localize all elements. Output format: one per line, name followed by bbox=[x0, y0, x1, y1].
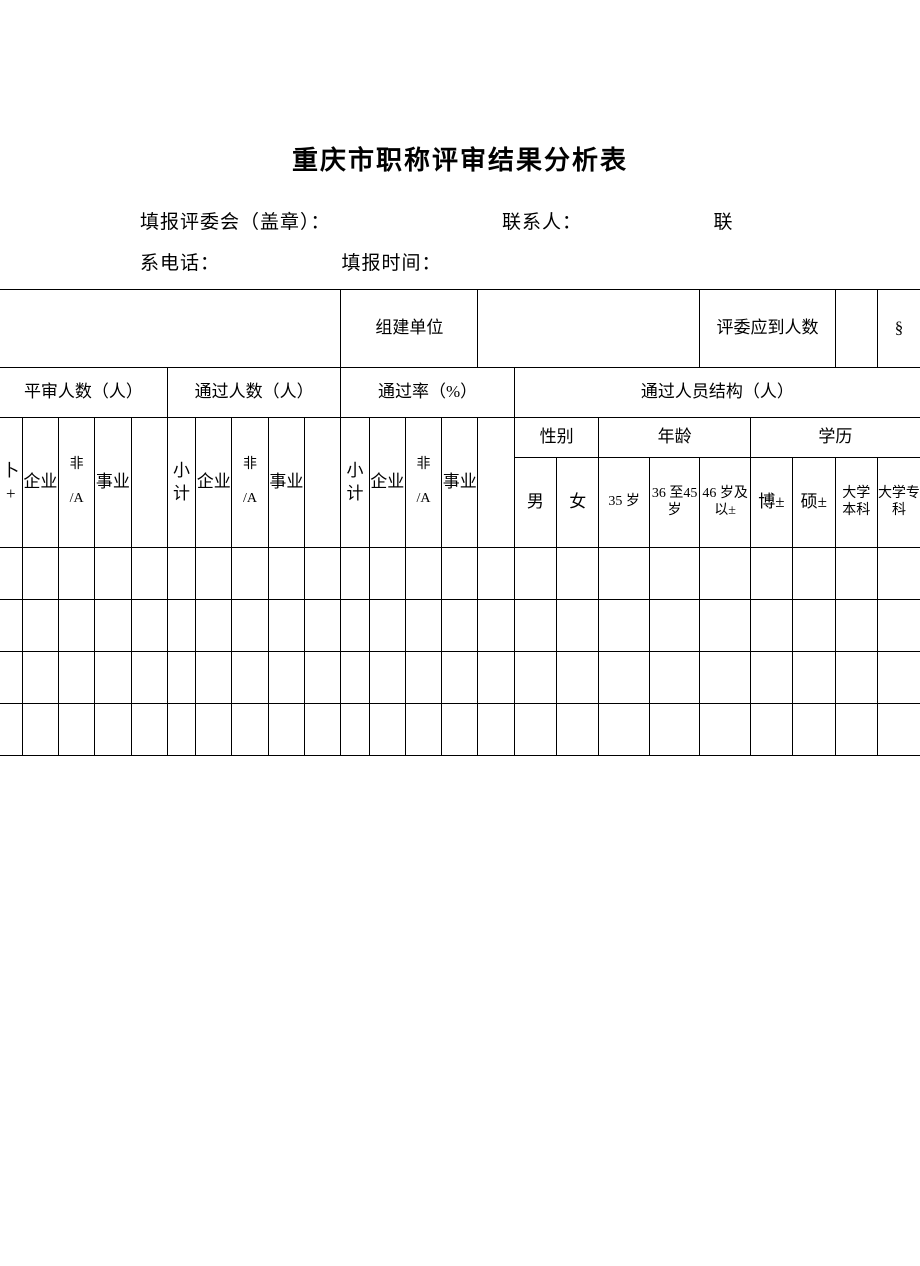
col-sub-2: 小计 bbox=[341, 418, 369, 548]
col-female: 女 bbox=[557, 458, 599, 548]
table-row bbox=[0, 704, 920, 756]
col-ent-3: 企业 bbox=[369, 418, 405, 548]
contact-trail: 联 bbox=[714, 212, 734, 233]
org-unit-label: 组建单位 bbox=[341, 290, 478, 368]
committee-due-label: 评委应到人数 bbox=[700, 290, 835, 368]
contact-label: 联系人： bbox=[502, 212, 582, 233]
phone-label: 系电话： bbox=[140, 253, 220, 274]
meta-line-2: 系电话： 填报时间： bbox=[0, 248, 920, 275]
col-age46: 46 岁及以± bbox=[700, 458, 750, 548]
col-bu: 卜+ bbox=[0, 418, 22, 548]
section-mark: § bbox=[877, 290, 920, 368]
blank-1 bbox=[0, 290, 341, 368]
header-row-1: 组建单位 评委应到人数 § bbox=[0, 290, 920, 368]
table-row bbox=[0, 600, 920, 652]
col-male: 男 bbox=[514, 458, 556, 548]
pass-structure-label: 通过人员结构（人） bbox=[514, 368, 920, 418]
col-blank-3 bbox=[478, 418, 514, 548]
col-ent-1: 企业 bbox=[22, 418, 58, 548]
col-fei-2: 非/A bbox=[232, 418, 268, 548]
education-label: 学历 bbox=[750, 418, 920, 458]
page-title: 重庆市职称评审结果分析表 bbox=[0, 140, 920, 177]
meta-line-1: 填报评委会（盖章）： 联系人： 联 bbox=[0, 207, 920, 234]
header-row-2: 平审人数（人） 通过人数（人） 通过率（%） 通过人员结构（人） bbox=[0, 368, 920, 418]
review-count-label: 平审人数（人） bbox=[0, 368, 167, 418]
col-fei-3: 非/A bbox=[405, 418, 441, 548]
analysis-table: 组建单位 评委应到人数 § 平审人数（人） 通过人数（人） 通过率（%） 通过人… bbox=[0, 289, 920, 756]
col-inst-1: 事业 bbox=[95, 418, 131, 548]
col-phd: 博± bbox=[750, 458, 792, 548]
col-blank-1 bbox=[131, 418, 167, 548]
col-bachelor: 大学本科 bbox=[835, 458, 877, 548]
col-associate: 大学专科 bbox=[877, 458, 920, 548]
col-inst-2: 事业 bbox=[268, 418, 304, 548]
col-fei-1: 非/A bbox=[58, 418, 94, 548]
col-ent-2: 企业 bbox=[196, 418, 232, 548]
header-row-3: 卜+ 企业 非/A 事业 小计 企业 非/A 事业 小计 企业 非/A 事业 性… bbox=[0, 418, 920, 458]
col-inst-3: 事业 bbox=[442, 418, 478, 548]
col-sub-1: 小计 bbox=[167, 418, 195, 548]
col-blank-2 bbox=[305, 418, 341, 548]
age-label: 年龄 bbox=[599, 418, 750, 458]
table-row bbox=[0, 548, 920, 600]
pass-rate-label: 通过率（%） bbox=[341, 368, 514, 418]
blank-3 bbox=[835, 290, 877, 368]
blank-2 bbox=[478, 290, 700, 368]
gender-label: 性别 bbox=[514, 418, 599, 458]
col-age3645: 36 至45 岁 bbox=[649, 458, 699, 548]
committee-label: 填报评委会（盖章）： bbox=[140, 212, 331, 233]
fill-time-label: 填报时间： bbox=[342, 253, 442, 274]
table-row bbox=[0, 652, 920, 704]
col-age35: 35 岁 bbox=[599, 458, 649, 548]
col-master: 硕± bbox=[793, 458, 835, 548]
pass-count-label: 通过人数（人） bbox=[167, 368, 340, 418]
